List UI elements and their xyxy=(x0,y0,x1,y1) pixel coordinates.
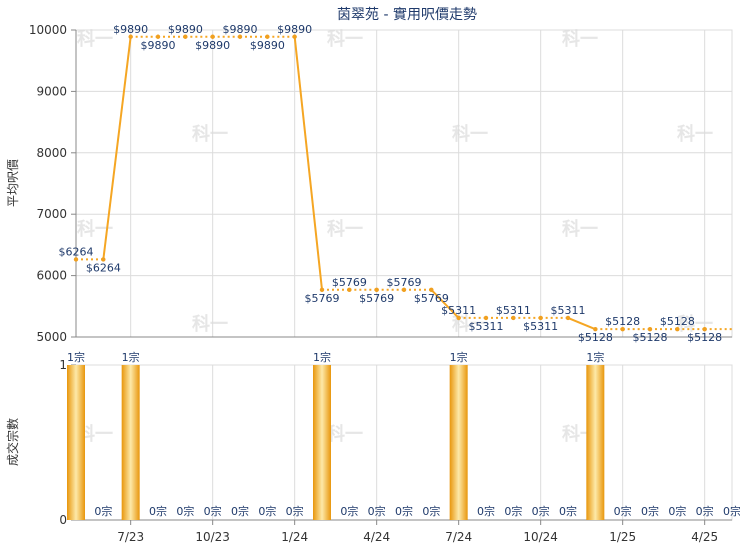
price-value-label: $9890 xyxy=(250,39,285,52)
bar-value-label: 0宗 xyxy=(723,504,740,518)
bar-value-label: 0宗 xyxy=(641,504,659,518)
watermark-layer: 科一科一科一科一科一科一科一科一科一科一科一科一科一科一科一 xyxy=(77,28,713,445)
watermark-text: 科一 xyxy=(327,28,363,50)
price-value-label: $5769 xyxy=(387,276,422,289)
volume-bar xyxy=(586,365,604,520)
price-value-label: $6264 xyxy=(86,261,121,274)
price-value-label: $9890 xyxy=(223,23,258,36)
price-value-label: $5311 xyxy=(523,320,558,333)
price-value-label: $9890 xyxy=(141,39,176,52)
volume-bar xyxy=(313,365,331,520)
bar-value-label: 0宗 xyxy=(668,504,686,518)
y-axis-label-price: 平均呎價 xyxy=(6,159,20,207)
x-tick-label: 1/24 xyxy=(281,530,308,544)
volume-bar xyxy=(122,365,140,520)
chart-title: 茵翠苑 - 實用呎價走勢 xyxy=(337,6,477,23)
bar-value-label: 0宗 xyxy=(422,504,440,518)
price-value-label: $5311 xyxy=(441,304,476,317)
y-tick-label: 0 xyxy=(59,513,67,527)
bar-value-label: 0宗 xyxy=(504,504,522,518)
price-value-label: $5128 xyxy=(660,315,695,328)
bar-value-label: 0宗 xyxy=(559,504,577,518)
watermark-text: 科一 xyxy=(77,28,113,50)
bar-value-label: 0宗 xyxy=(286,504,304,518)
y-axis-label-volume: 成交宗數 xyxy=(5,418,20,466)
price-line-segment xyxy=(295,37,322,290)
x-tick-label: 10/24 xyxy=(523,530,558,544)
bar-value-label: 0宗 xyxy=(340,504,358,518)
price-value-label: $5769 xyxy=(414,292,449,305)
bar-value-label: 0宗 xyxy=(532,504,550,518)
y-tick-label: 1 xyxy=(59,358,67,372)
bar-value-label: 0宗 xyxy=(395,504,413,518)
watermark-text: 科一 xyxy=(192,313,228,335)
price-line-segment xyxy=(568,318,595,329)
y-tick-label: 5000 xyxy=(36,330,67,344)
watermark-text: 科一 xyxy=(562,28,598,50)
x-tick-label: 4/24 xyxy=(363,530,390,544)
bar-value-label: 0宗 xyxy=(176,504,194,518)
price-value-label: $5769 xyxy=(332,276,367,289)
bar-value-label: 0宗 xyxy=(258,504,276,518)
y-tick-label: 9000 xyxy=(36,84,67,98)
y-tick-label: 8000 xyxy=(36,146,67,160)
watermark-text: 科一 xyxy=(192,123,228,145)
bar-value-label: 1宗 xyxy=(122,350,140,364)
watermark-text: 科一 xyxy=(562,218,598,240)
y-tick-label: 10000 xyxy=(29,23,67,37)
x-tick-label: 4/25 xyxy=(691,530,718,544)
volume-bar xyxy=(450,365,468,520)
bar-value-label: 0宗 xyxy=(477,504,495,518)
x-tick-label: 7/24 xyxy=(445,530,472,544)
data-labels: 1宗 0宗 1宗 0宗 0宗 0宗 0宗 0宗 0宗 1宗 0宗 0宗 0宗 0宗 1宗 0宗 0宗 0宗 0宗 1宗… xyxy=(59,23,740,518)
price-value-label: $5128 xyxy=(578,331,613,344)
bar-value-label: 1宗 xyxy=(313,350,331,364)
x-tick-label: 10/23 xyxy=(195,530,230,544)
bar-value-label: 0宗 xyxy=(149,504,167,518)
bar-value-label: 0宗 xyxy=(696,504,714,518)
price-value-label: $5769 xyxy=(359,292,394,305)
bar-value-label: 1宗 xyxy=(586,350,604,364)
bar-value-label: 1宗 xyxy=(450,350,468,364)
bar-value-label: 0宗 xyxy=(204,504,222,518)
y-tick-label: 7000 xyxy=(36,207,67,221)
price-value-label: $5128 xyxy=(687,331,722,344)
price-value-label: $9890 xyxy=(168,23,203,36)
bar-value-label: 0宗 xyxy=(614,504,632,518)
price-value-label: $5311 xyxy=(551,304,586,317)
price-value-label: $9890 xyxy=(113,23,148,36)
price-value-label: $5128 xyxy=(605,315,640,328)
price-value-label: $6264 xyxy=(59,245,94,258)
price-line-segment xyxy=(103,37,130,260)
bar-value-label: 0宗 xyxy=(231,504,249,518)
price-value-label: $9890 xyxy=(277,23,312,36)
price-value-label: $9890 xyxy=(195,39,230,52)
bar-value-label: 0宗 xyxy=(368,504,386,518)
x-tick-label: 7/23 xyxy=(117,530,144,544)
x-tick-label: 1/25 xyxy=(609,530,636,544)
watermark-text: 科一 xyxy=(327,423,363,445)
price-value-label: $5128 xyxy=(633,331,668,344)
watermark-text: 科一 xyxy=(452,123,488,145)
price-value-label: $5311 xyxy=(469,320,504,333)
y-tick-label: 6000 xyxy=(36,269,67,283)
bar-value-label: 1宗 xyxy=(67,350,85,364)
bar-value-label: 0宗 xyxy=(94,504,112,518)
price-value-label: $5311 xyxy=(496,304,531,317)
watermark-text: 科一 xyxy=(677,123,713,145)
volume-bar xyxy=(67,365,85,520)
price-value-label: $5769 xyxy=(305,292,340,305)
watermark-text: 科一 xyxy=(327,218,363,240)
bottom-plot-frame xyxy=(76,365,732,520)
